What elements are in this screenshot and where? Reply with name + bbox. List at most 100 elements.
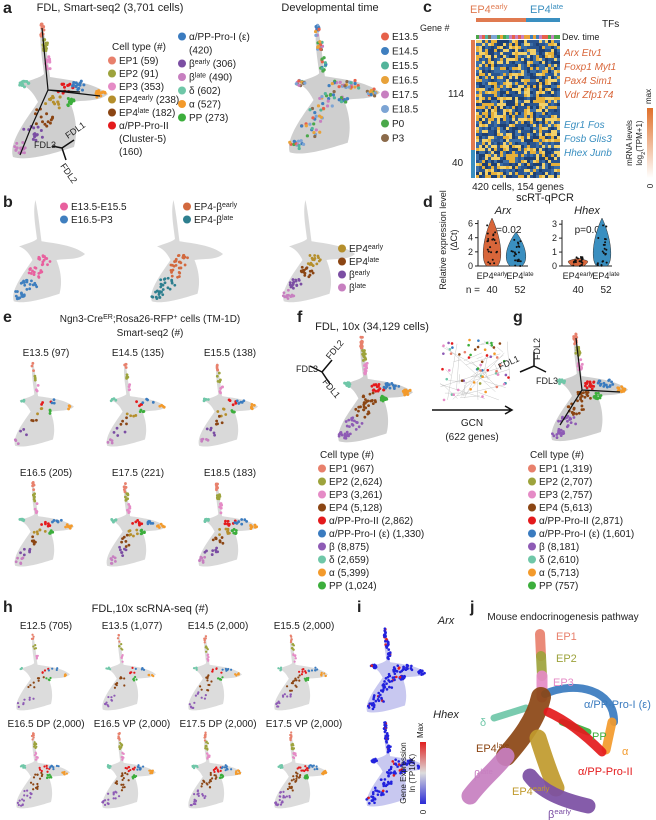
cell-dot [285,795,289,798]
sample-dot [578,260,581,263]
cell-dot [170,274,174,278]
cell-dot [308,273,312,277]
cell-dot [133,766,136,769]
heatmap-cell [545,94,548,97]
heatmap-cell [506,100,509,103]
heatmap-cell [557,175,560,178]
heatmap-cell [512,88,515,91]
cell-dot [385,732,389,735]
time-bar [497,35,500,39]
cell-dot [34,773,37,776]
heatmap-cell [554,49,557,52]
heatmap-cell [500,175,503,178]
cell-dot [48,121,52,125]
cell-dot [221,668,224,671]
sample-dot [518,245,521,248]
heatmap-cell [527,142,530,145]
heatmap-cell [548,133,551,136]
cell-dot [126,492,130,496]
heatmap-cell [548,61,551,64]
heatmap-cell [506,55,509,58]
cell-dot [207,689,210,692]
heatmap-cell [479,133,482,136]
cell-dot [359,344,363,348]
heatmap-cell [488,112,491,115]
heatmap-cell [536,154,539,157]
cell-dot [33,741,36,744]
time-bar [503,35,506,39]
tf-label: Vdr Zfp174 [564,90,614,101]
cell-dot [286,695,289,698]
heatmap-cell [503,70,506,73]
heatmap-cell [491,169,494,172]
cell-dot [129,768,132,772]
cell-dot [218,390,222,393]
heatmap-cell [554,154,557,157]
heatmap-cell [548,127,551,130]
heatmap-cell [521,145,524,148]
heatmap-cell [476,94,479,97]
cell-dot [34,644,37,647]
cell-dot [383,778,387,781]
heatmap-cell [479,88,482,91]
cell-dot [31,482,35,486]
cell-dot [234,529,238,532]
heatmap-cell [542,145,545,148]
network-edge [484,368,489,380]
legend-swatch [318,490,326,499]
legend-label: EP4early (238) [119,95,179,107]
heatmap-cell [482,55,485,58]
cell-dot [21,798,24,801]
heatmap-cell [551,127,554,130]
cell-dot [199,685,202,688]
cell-dot [589,396,592,400]
heatmap-cell [542,157,545,160]
panel-label: h [3,599,13,616]
heatmap-cell [509,49,512,52]
cell-dot [291,286,295,290]
cell-dot [371,707,375,711]
cell-dot [159,522,163,526]
cell-dot [210,553,214,556]
heatmap-cell [476,52,479,55]
heatmap-cell [485,46,488,49]
network-edge [494,363,500,376]
cell-dot [39,128,43,132]
heatmap-cell [488,157,491,160]
plot-title: E15.5 (138) [204,348,256,359]
heatmap-cell [539,67,542,70]
cell-dot [203,638,206,642]
cell-dot [315,765,318,768]
heatmap-cell [533,46,536,49]
cell-dot [22,127,26,131]
heatmap-cell [485,148,488,151]
cell-dot [572,406,576,410]
heatmap-cell [506,106,509,109]
heatmap-cell [539,127,542,130]
heatmap-cell [488,73,491,76]
heatmap-cell [551,76,554,79]
heatmap-cell [521,67,524,70]
cell-dot [28,698,31,701]
cell-dot [304,765,307,768]
text-part: cells (TM-1D) [177,314,240,325]
cell-dot [303,271,307,275]
heatmap-cell [476,82,479,85]
heatmap-cell [509,121,512,124]
plot-title: E16.5 DP (2,000) [7,719,84,730]
cell-dot [314,33,318,37]
heatmap-cell [539,169,542,172]
cell-dot [237,402,241,405]
heatmap-cell [482,115,485,118]
heatmap-cell [539,85,542,88]
violin [482,217,502,267]
heatmap-cell [539,163,542,166]
heatmap-cell [533,103,536,106]
heatmap-cell [557,85,560,88]
heatmap-cell [527,160,530,163]
heatmap-cell [494,100,497,103]
heatmap-cell [533,118,536,121]
heatmap-cell [515,55,518,58]
legend-label: E15.5 [392,61,419,72]
cell-dot [135,528,139,532]
